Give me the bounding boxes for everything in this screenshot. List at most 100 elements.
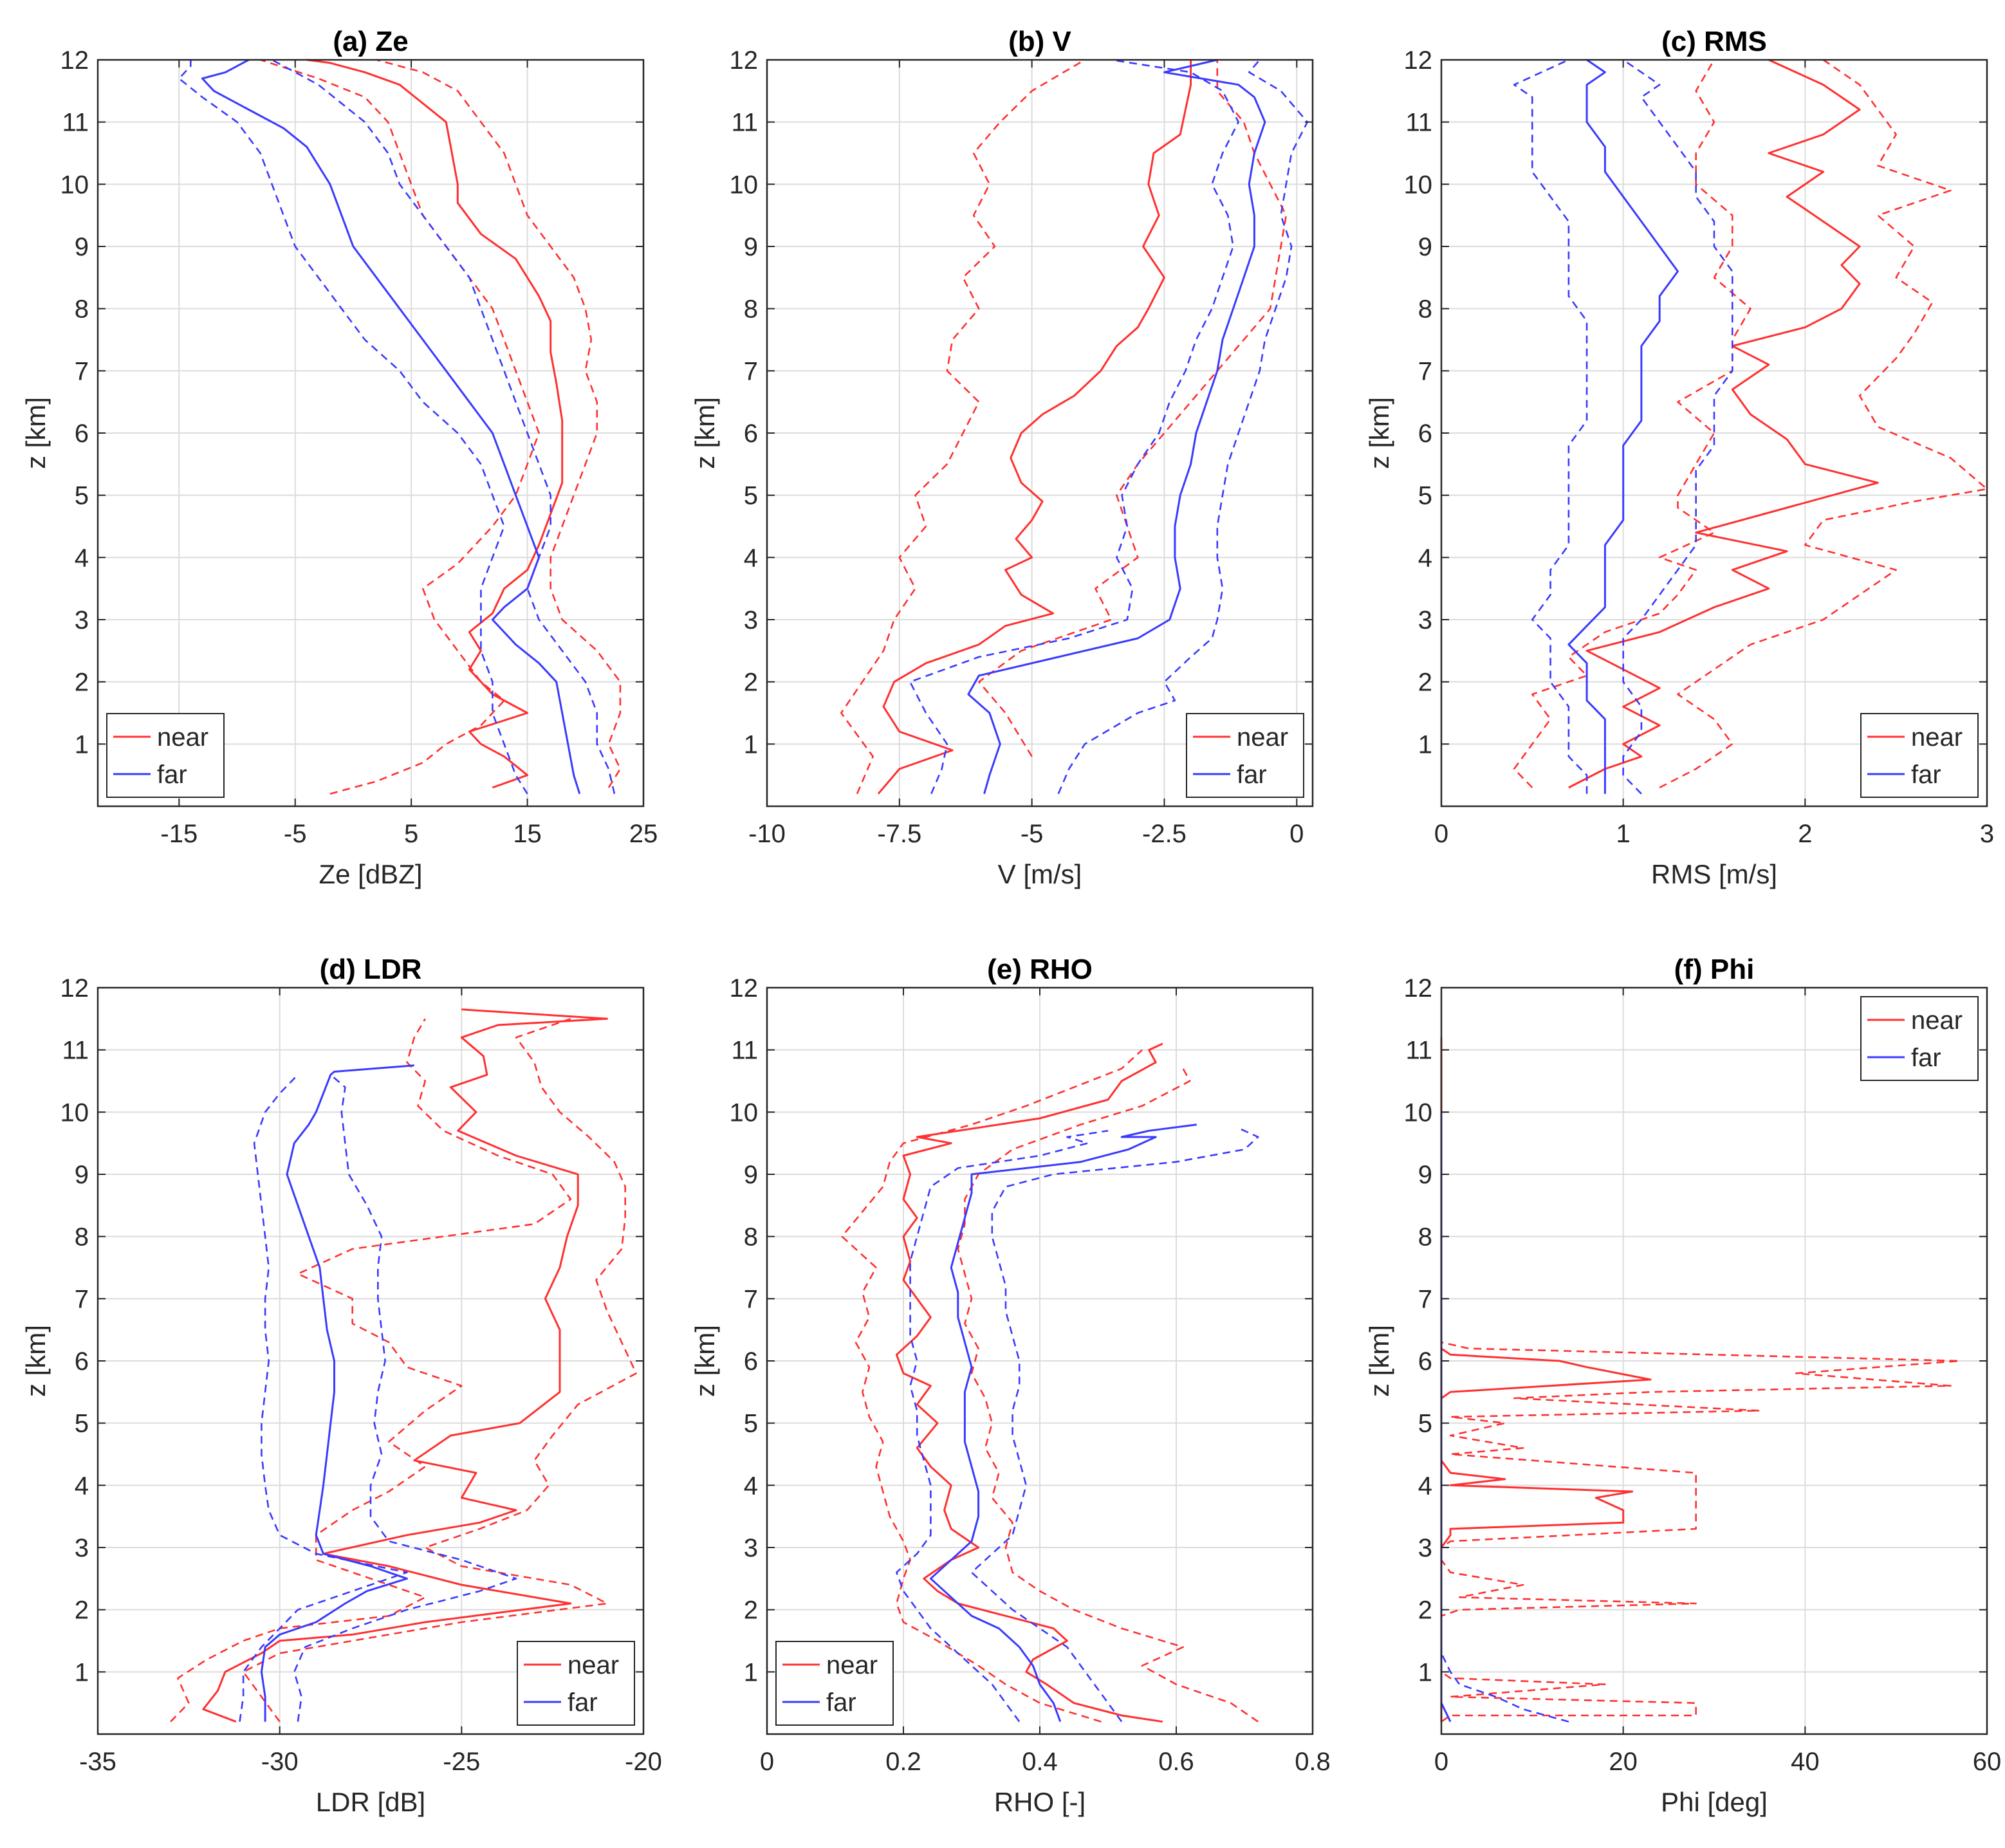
x-axis-label: Phi [deg]: [1661, 1787, 1768, 1817]
grid: [98, 59, 644, 806]
x-tick-label: 0: [1434, 1748, 1448, 1776]
y-tick-label: 7: [75, 1285, 89, 1313]
y-tick-label: 12: [60, 974, 89, 1003]
legend-box: [775, 1641, 894, 1726]
series-near-dashed: [1440, 1037, 1961, 1723]
y-tick-label: 10: [60, 171, 89, 199]
series-far-dashed: [271, 59, 616, 794]
y-tick-label: 3: [1418, 1534, 1432, 1562]
legend-label-near: near: [1911, 723, 1963, 752]
series-near-solid: [306, 59, 564, 789]
y-tick-label: 8: [744, 295, 758, 324]
y-axis-label: z [km]: [1364, 397, 1394, 469]
y-tick-label: 6: [1418, 420, 1432, 448]
series-near-solid: [877, 60, 1192, 795]
y-tick-label: 8: [1418, 295, 1432, 324]
y-axis-label: z [km]: [690, 1325, 720, 1397]
legend-label-near: near: [826, 1651, 878, 1679]
series-near-dashed: [1659, 59, 1988, 789]
y-tick-label: 2: [744, 669, 758, 697]
legend-label-near: near: [157, 723, 208, 752]
x-tick-label: 0.8: [1295, 1748, 1331, 1776]
legend-label-far: far: [826, 1688, 856, 1717]
y-tick-label: 7: [744, 1285, 758, 1313]
y-tick-label: 2: [744, 1596, 758, 1625]
panel-title: (d) LDR: [320, 954, 422, 985]
x-tick-label: -25: [443, 1748, 480, 1776]
x-tick-label: -35: [79, 1748, 116, 1776]
y-tick-label: 2: [1418, 1596, 1432, 1625]
series-near-dashed: [840, 59, 1086, 795]
y-tick-label: 9: [1418, 233, 1432, 261]
x-tick-label: -2.5: [1142, 820, 1187, 848]
series-far-solid: [967, 59, 1266, 795]
legend-label-far: far: [568, 1688, 598, 1717]
x-tick-label: 0.4: [1022, 1748, 1058, 1776]
panel-title: (b) V: [1008, 26, 1071, 57]
series-far-dashed: [1057, 59, 1309, 795]
legend-label-far: far: [1911, 1044, 1941, 1072]
legend-box: [1186, 713, 1304, 798]
x-tick-label: 1: [1616, 820, 1631, 848]
y-tick-label: 6: [744, 1347, 758, 1376]
y-tick-label: 6: [1418, 1347, 1432, 1376]
x-tick-label: 60: [1973, 1748, 2002, 1776]
y-tick-label: 6: [744, 420, 758, 448]
x-tick-label: 15: [513, 820, 542, 848]
x-tick-label: -5: [284, 820, 307, 848]
x-tick-label: -20: [625, 1748, 662, 1776]
y-tick-label: 1: [1418, 730, 1432, 759]
x-tick-label: 2: [1798, 820, 1812, 848]
y-tick-label: 4: [75, 544, 89, 572]
y-tick-label: 7: [744, 357, 758, 385]
series-far-dashed: [896, 1130, 1109, 1723]
x-tick-label: -15: [160, 820, 198, 848]
y-axis-label: z [km]: [1364, 1325, 1394, 1397]
series-far-dashed: [178, 60, 528, 795]
legend: near far: [1186, 713, 1304, 798]
y-tick-label: 8: [744, 1223, 758, 1252]
y-axis-label: z [km]: [21, 397, 51, 469]
y-tick-label: 11: [1405, 109, 1432, 137]
series-far-dashed: [1513, 59, 1588, 794]
series-group: [178, 59, 622, 795]
series-near-solid: [1568, 59, 1879, 789]
x-tick-label: -10: [748, 820, 786, 848]
y-tick-label: 5: [75, 482, 89, 510]
y-tick-label: 11: [62, 109, 89, 137]
y-tick-label: 5: [75, 1410, 89, 1438]
x-tick-label: 0: [760, 1748, 774, 1776]
y-tick-label: 12: [730, 974, 759, 1003]
legend-box: [106, 713, 225, 798]
y-tick-label: 6: [75, 420, 89, 448]
series-near-dashed: [1513, 59, 1751, 788]
y-tick-label: 5: [744, 1410, 758, 1438]
y-tick-label: 12: [60, 46, 89, 75]
legend-box: [1860, 713, 1979, 798]
y-tick-label: 6: [75, 1347, 89, 1376]
series-near-dashed: [260, 59, 540, 795]
legend-label-far: far: [157, 761, 187, 789]
y-tick-label: 5: [1418, 1410, 1432, 1438]
series-far-dashed: [239, 1074, 408, 1722]
y-tick-label: 4: [1418, 544, 1432, 572]
legend: near far: [517, 1641, 635, 1726]
y-axis-label: z [km]: [21, 1325, 51, 1397]
x-tick-label: 40: [1791, 1748, 1820, 1776]
y-tick-label: 12: [730, 46, 759, 75]
series-group: [170, 1008, 638, 1723]
y-tick-label: 10: [730, 1098, 759, 1127]
panel-title: (f) Phi: [1674, 954, 1755, 985]
panel-title: (a) Ze: [333, 26, 408, 57]
legend: near far: [775, 1641, 894, 1726]
y-tick-label: 3: [75, 1534, 89, 1562]
y-tick-label: 2: [1418, 669, 1432, 697]
series-far-solid: [201, 59, 581, 795]
series-near-solid: [202, 1008, 608, 1723]
x-tick-label: 0: [1434, 820, 1448, 848]
y-tick-label: 11: [1405, 1037, 1432, 1065]
y-tick-label: 4: [75, 1472, 89, 1500]
